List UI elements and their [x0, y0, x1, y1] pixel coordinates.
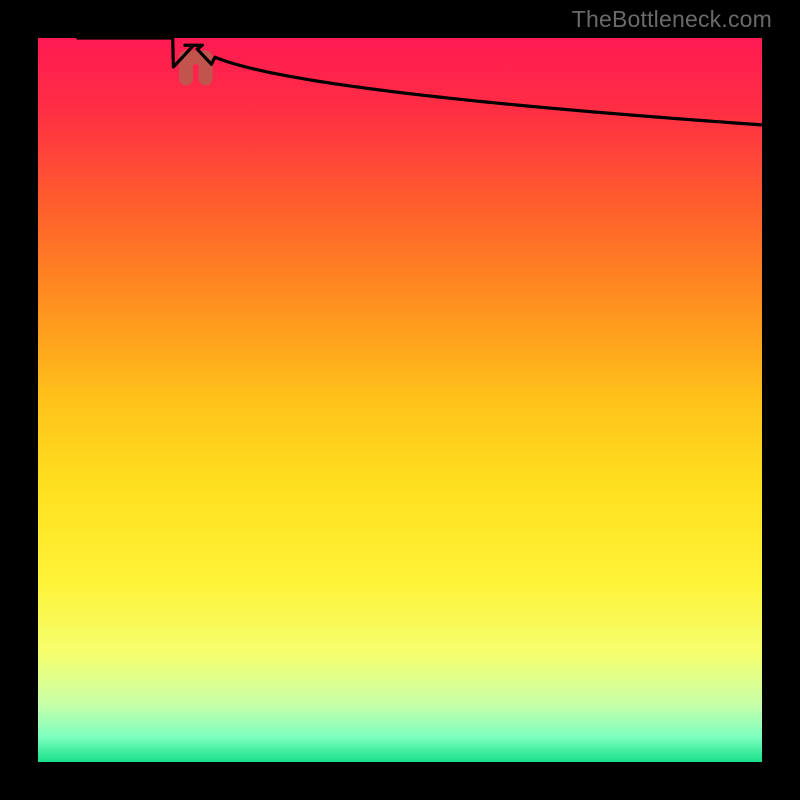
chart-container: TheBottleneck.com — [0, 0, 800, 800]
plot-area — [38, 38, 762, 762]
curve-overlay — [38, 38, 762, 762]
watermark-text: TheBottleneck.com — [572, 6, 772, 33]
highlight-marker — [186, 58, 206, 79]
